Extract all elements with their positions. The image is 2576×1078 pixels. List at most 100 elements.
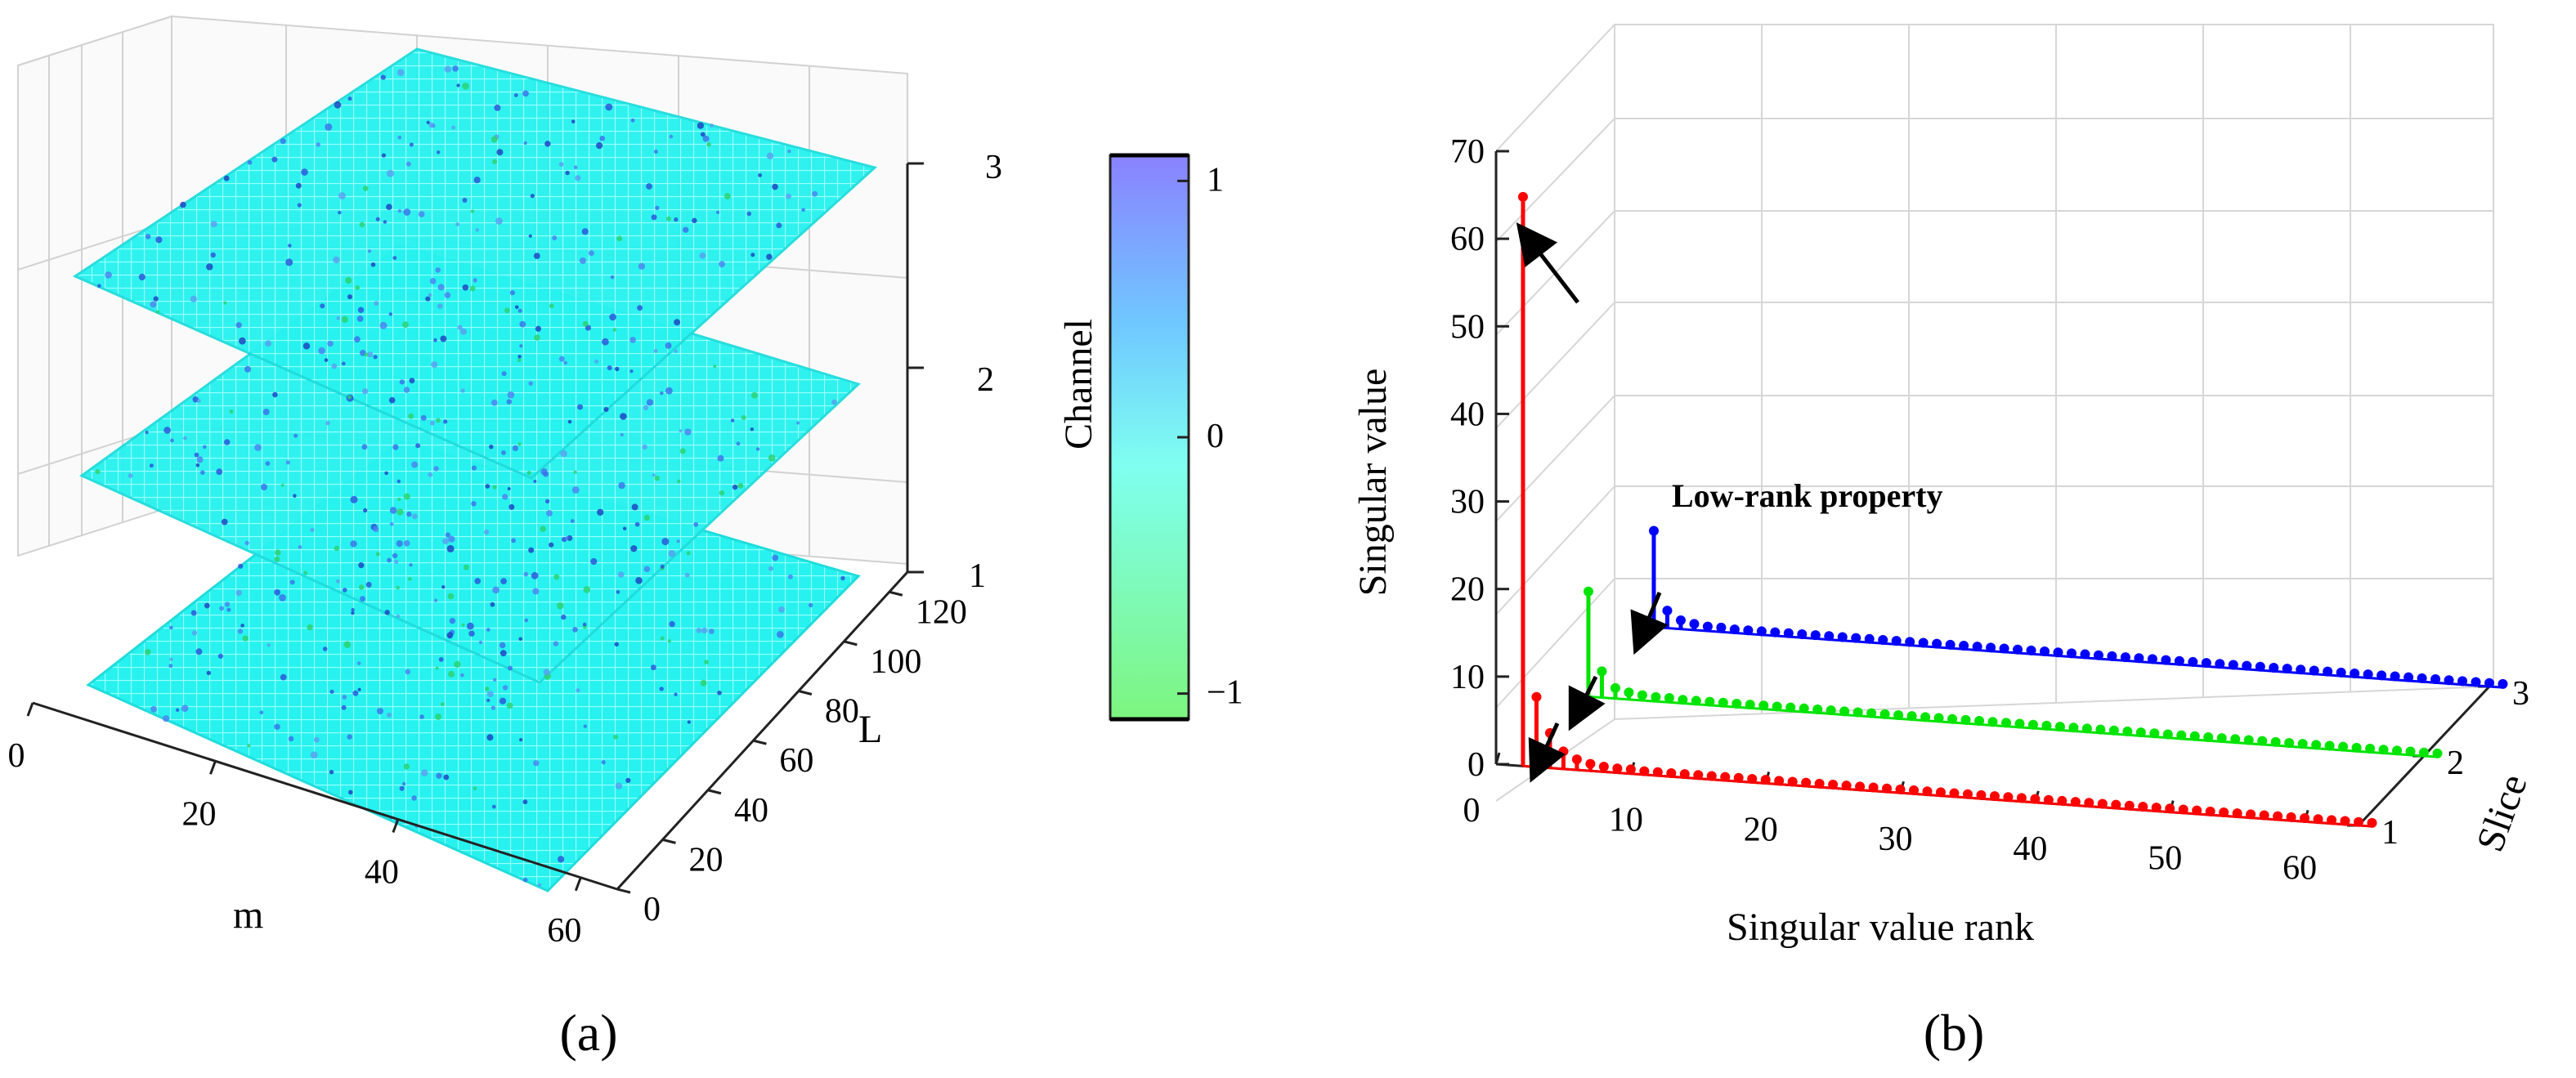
speckle — [428, 293, 432, 297]
speckle — [333, 256, 340, 264]
speckle — [267, 643, 271, 647]
speckle — [508, 503, 515, 510]
speckle — [144, 649, 151, 655]
speckle — [461, 623, 465, 627]
speckle — [642, 444, 647, 450]
speckle — [388, 312, 392, 316]
stem-point — [1851, 633, 1861, 643]
speckle — [601, 760, 606, 765]
stem-point — [1732, 698, 1742, 709]
speckle — [396, 69, 405, 77]
annotation-arrows — [1516, 222, 1669, 783]
speckle — [254, 444, 262, 451]
speckle — [229, 409, 234, 414]
stem-point — [2363, 669, 2373, 680]
speckle — [361, 444, 368, 450]
stem-point — [2174, 655, 2184, 666]
stem-point — [2273, 811, 2283, 821]
speckle — [660, 391, 664, 396]
speckle — [200, 470, 205, 475]
stem-point — [1718, 697, 1728, 708]
speckle — [637, 305, 643, 311]
stem-point — [2149, 728, 2160, 739]
stem-point — [1720, 772, 1731, 782]
stem-point — [2419, 747, 2429, 758]
stem-point — [1920, 712, 1931, 722]
speckle — [522, 90, 529, 97]
speckle — [206, 263, 213, 271]
speckle — [565, 170, 570, 176]
speckle — [401, 781, 406, 786]
stem-point — [1651, 691, 1661, 702]
speckle — [235, 322, 242, 329]
speckle — [528, 234, 532, 238]
speckle — [674, 217, 679, 222]
stem-point — [1678, 695, 1688, 705]
l-tick-label: 20 — [688, 841, 723, 879]
speckle — [768, 454, 776, 462]
speckle — [403, 763, 410, 770]
stem-point — [2030, 794, 2041, 804]
speckle — [519, 738, 523, 742]
speckle — [471, 465, 477, 471]
speckle — [460, 328, 467, 335]
l-tick-mark — [616, 888, 631, 894]
slice-plane-3 — [72, 47, 878, 480]
y-tick-label: 20 — [1450, 571, 1485, 609]
speckle — [265, 340, 271, 347]
speckle — [524, 618, 528, 623]
colorbar-ticks: 1 0 −1 — [1177, 161, 1243, 712]
speckle — [544, 141, 551, 147]
speckle — [719, 261, 725, 268]
m-tick-mark — [574, 877, 582, 892]
stem-point — [1810, 630, 1821, 641]
stem-point — [1675, 615, 1686, 625]
speckle — [502, 494, 508, 500]
speckle — [421, 769, 428, 776]
speckle — [467, 622, 474, 630]
speckle — [755, 447, 760, 451]
speckle — [531, 571, 539, 579]
l-tick-label: 60 — [779, 742, 813, 780]
speckle — [778, 606, 785, 613]
speckle — [500, 642, 506, 649]
speckle — [615, 366, 620, 372]
stem-point — [2147, 654, 2157, 664]
speckle — [643, 405, 649, 411]
speckle — [492, 159, 498, 164]
speckle — [435, 267, 441, 273]
colorbar-tick-label: −1 — [1207, 674, 1243, 712]
speckle — [408, 577, 412, 581]
speckle — [486, 734, 494, 741]
speckle — [280, 483, 284, 487]
speckle — [367, 249, 372, 253]
stem-point — [1531, 691, 1542, 702]
speckle — [420, 414, 427, 421]
stem-point — [1705, 696, 1715, 707]
speckle — [594, 359, 599, 364]
speckle — [381, 153, 386, 158]
speckle — [396, 585, 400, 590]
speckle — [418, 211, 425, 217]
speckle — [717, 454, 724, 462]
x-tick-label: 50 — [2148, 840, 2182, 878]
speckle — [447, 593, 455, 600]
speckle — [605, 103, 613, 111]
speckle — [508, 665, 513, 671]
speckle — [669, 134, 674, 139]
speckle — [359, 221, 365, 228]
speckle — [170, 438, 174, 443]
stem-point — [1666, 767, 1677, 778]
stem-point — [2354, 816, 2363, 827]
speckle — [224, 602, 231, 607]
stem-point — [1716, 622, 1727, 633]
stem-point — [2084, 798, 2094, 808]
arrow-slice1-top — [1516, 222, 1579, 304]
speckle — [523, 141, 527, 145]
speckle — [646, 399, 654, 406]
speckle — [242, 635, 249, 642]
speckle — [674, 319, 681, 326]
speckle — [514, 305, 519, 310]
stem-point — [2192, 805, 2202, 816]
speckle — [221, 518, 228, 526]
